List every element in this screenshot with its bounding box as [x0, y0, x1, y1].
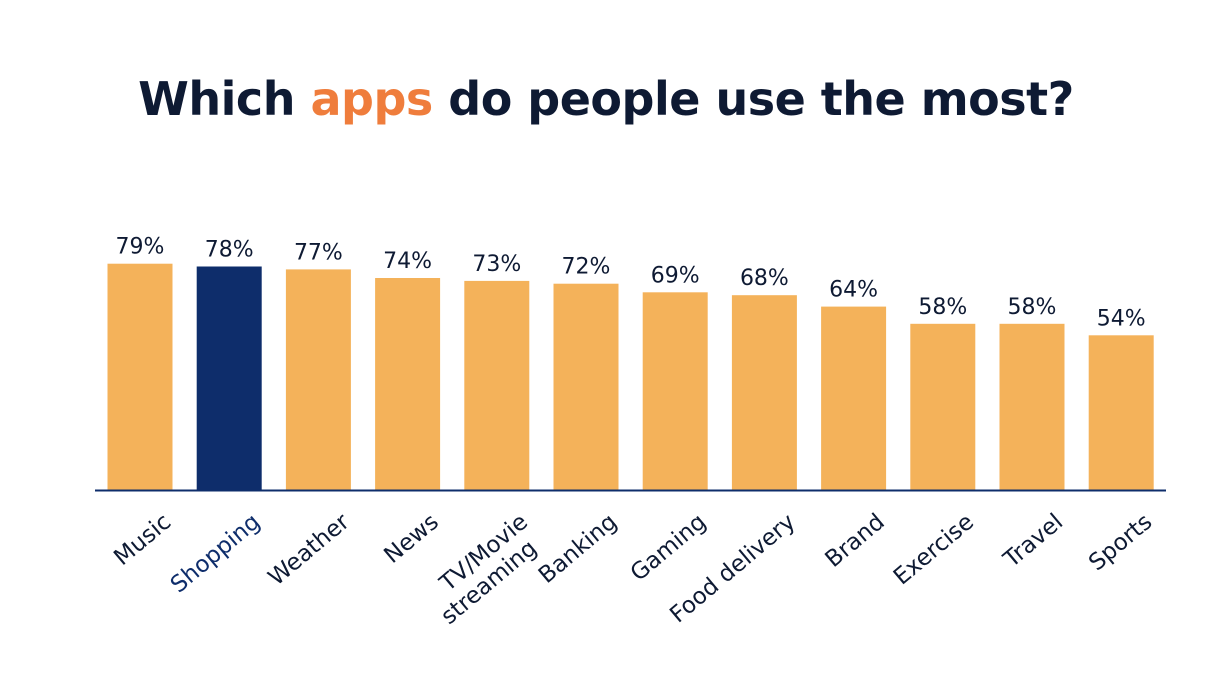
category-label-travel: Travel — [998, 509, 1068, 574]
category-label-line: Music — [109, 509, 176, 571]
bar-banking — [553, 283, 619, 490]
category-label-line: Gaming — [626, 509, 712, 587]
category-label-brand: Brand — [821, 509, 890, 573]
bar-food-delivery — [731, 295, 797, 490]
category-label-banking: Banking — [534, 509, 622, 589]
bar-brand — [821, 306, 887, 490]
category-label-line: Sports — [1084, 509, 1157, 576]
category-label-news: News — [379, 509, 443, 569]
bar-weather — [285, 269, 351, 490]
value-label-music: 79% — [116, 235, 165, 260]
value-label-gaming: 69% — [651, 263, 700, 288]
value-label-weather: 77% — [294, 240, 343, 265]
category-label-line: Banking — [534, 509, 622, 589]
category-label-line: Shopping — [166, 509, 265, 598]
category-label-exercise: Exercise — [889, 509, 979, 590]
value-label-news: 74% — [383, 249, 432, 274]
category-label-line: Exercise — [889, 509, 979, 590]
chart-title: Which apps do people use the most? — [0, 72, 1212, 126]
bar-music — [107, 263, 173, 490]
category-label-line: Brand — [821, 509, 890, 573]
category-label-music: Music — [109, 509, 176, 571]
category-label-weather: Weather — [264, 509, 355, 592]
bar-gaming — [642, 292, 708, 490]
bar-sports — [1088, 335, 1154, 490]
category-label-gaming: Gaming — [626, 509, 712, 587]
bar-tv-movie-streaming — [464, 280, 530, 490]
value-label-exercise: 58% — [918, 295, 967, 320]
bar-shopping — [196, 266, 262, 490]
category-label-line: News — [379, 509, 443, 569]
category-label-line: Weather — [264, 509, 355, 592]
title-text-after: do people use the most? — [432, 72, 1074, 126]
value-label-shopping: 78% — [205, 238, 254, 263]
bar-news — [375, 278, 441, 490]
category-label-sports: Sports — [1084, 509, 1157, 576]
bar-exercise — [910, 323, 976, 490]
value-label-tv-movie-streaming: 73% — [472, 252, 521, 277]
title-text-before: Which — [138, 72, 311, 126]
value-label-food-delivery: 68% — [740, 266, 789, 291]
title-text-accent: apps — [310, 72, 433, 126]
bar-travel — [999, 323, 1065, 490]
category-label-line: Travel — [998, 509, 1068, 574]
value-label-sports: 54% — [1097, 306, 1146, 331]
value-label-travel: 58% — [1008, 295, 1057, 320]
value-label-brand: 64% — [829, 278, 878, 303]
value-label-banking: 72% — [562, 255, 611, 280]
category-label-shopping: Shopping — [166, 509, 265, 598]
